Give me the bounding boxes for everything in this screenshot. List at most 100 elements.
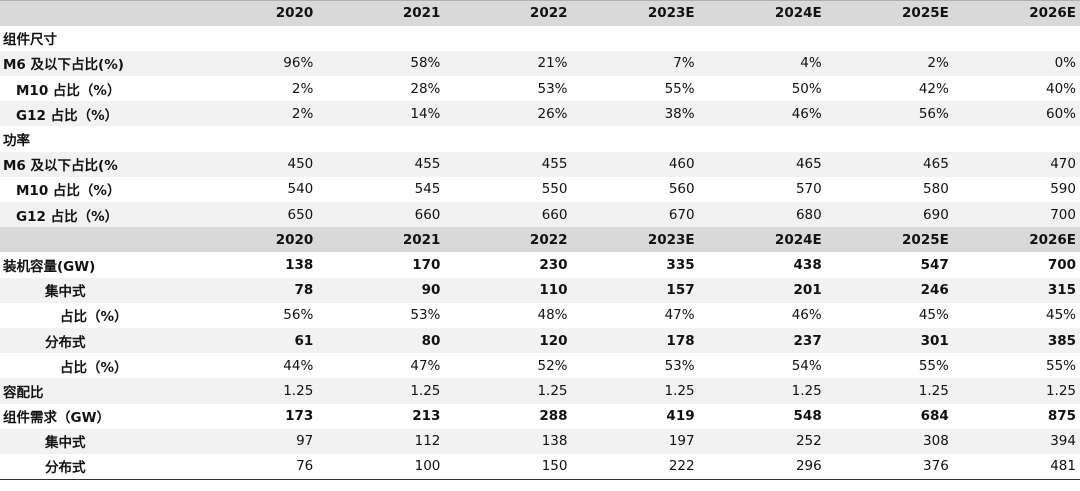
- table-cell: 173: [285, 408, 314, 425]
- table-cell: 48%: [537, 307, 568, 324]
- table-cell: 178: [571, 327, 699, 354]
- table-cell: 252: [698, 428, 826, 454]
- table-cell: 47%: [410, 357, 441, 374]
- table-cell: 246: [825, 277, 953, 303]
- table-cell: 96%: [190, 50, 318, 77]
- table-cell: 376: [825, 453, 953, 480]
- table-cell: 455: [317, 151, 445, 177]
- row-label: 组件尺寸: [3, 32, 57, 49]
- table-cell: 53%: [664, 357, 695, 374]
- table-cell: 540: [287, 181, 314, 198]
- table-row: 分布式 61 80 120 178 237 301 385: [0, 327, 1080, 354]
- table-cell: 335: [666, 256, 695, 273]
- table-cell: 120: [444, 327, 572, 354]
- table-row: M6 及以下占比(%) 96% 58% 21% 7% 4% 2% 0%: [0, 50, 1080, 77]
- table-row: 占比（%） 56% 53% 48% 47% 46% 45% 45%: [0, 303, 1080, 328]
- table-cell: 55%: [664, 80, 695, 97]
- table-cell: 21%: [444, 50, 572, 77]
- table-cell: 157: [571, 277, 699, 303]
- forecast-table: 2020 2021 2022 2023E 2024E 2025E 2026E 组…: [0, 0, 1080, 480]
- table-cell: 1.25: [571, 378, 699, 404]
- table-cell: 150: [444, 453, 572, 480]
- row-label: M10 占比（%）: [16, 183, 121, 200]
- table-cell: 28%: [410, 80, 441, 97]
- table-cell: [190, 26, 317, 51]
- table-cell: 385: [952, 327, 1080, 354]
- table-cell: 45%: [1045, 307, 1076, 324]
- table-cell: 455: [444, 151, 572, 177]
- table-cell: 308: [825, 428, 953, 454]
- row-label: G12 占比（%）: [0, 202, 191, 228]
- table-row: 集中式 78 90 110 157 201 246 315: [0, 277, 1080, 303]
- table-cell: 90: [317, 277, 445, 303]
- header-cell-blank: [0, 0, 191, 26]
- table-row: 容配比 1.25 1.25 1.25 1.25 1.25 1.25 1.25: [0, 378, 1080, 404]
- table-cell: 78: [190, 277, 318, 303]
- header-cell: 2024E: [698, 0, 826, 26]
- row-label: 集中式: [0, 428, 191, 454]
- table-cell: 80: [317, 327, 445, 354]
- table-cell: 55%: [1045, 357, 1076, 374]
- table-cell: 97: [190, 428, 318, 454]
- table-cell: [953, 126, 1080, 151]
- table-cell: 14%: [317, 101, 445, 127]
- table-cell: 53%: [537, 80, 568, 97]
- table-cell: 170: [412, 256, 441, 273]
- table-cell: 110: [444, 277, 572, 303]
- table-cell: 222: [571, 453, 699, 480]
- row-label: 装机容量(GW): [3, 258, 96, 275]
- table-cell: 1.25: [317, 378, 445, 404]
- table-cell: 660: [444, 202, 572, 228]
- table-cell: 548: [793, 408, 822, 425]
- table-cell: [190, 126, 317, 151]
- table-cell: 547: [920, 256, 949, 273]
- table-cell: 45%: [918, 307, 949, 324]
- table-row: M6 及以下占比(% 450 455 455 460 465 465 470: [0, 151, 1080, 177]
- header-cell: 2023E: [571, 227, 699, 253]
- table-cell: 660: [317, 202, 445, 228]
- table-cell: 650: [190, 202, 318, 228]
- table-cell: 684: [920, 408, 949, 425]
- table-row: 占比（%） 44% 47% 52% 53% 54% 55% 55%: [0, 353, 1080, 378]
- table-cell: 288: [539, 408, 568, 425]
- row-label: G12 占比（%）: [0, 101, 191, 127]
- table-subheader-row: 2020 2021 2022 2023E 2024E 2025E 2026E: [0, 227, 1080, 253]
- table-cell: 0%: [952, 50, 1080, 77]
- table-header-row: 2020 2021 2022 2023E 2024E 2025E 2026E: [0, 0, 1080, 26]
- row-label: 占比（%）: [60, 309, 128, 326]
- table-cell: 58%: [317, 50, 445, 77]
- table-row-section-power: 功率: [0, 126, 1080, 151]
- table-cell: 56%: [283, 307, 314, 324]
- table-row: 装机容量(GW) 138 170 230 335 438 547 700: [0, 252, 1080, 277]
- header-cell: 2026E: [952, 227, 1080, 253]
- table-cell: 1.25: [190, 378, 318, 404]
- table-row: 分布式 76 100 150 222 296 376 481: [0, 453, 1080, 480]
- table-row: M10 占比（%） 540 545 550 560 570 580 590: [0, 177, 1080, 202]
- table-row: 集中式 97 112 138 197 252 308 394: [0, 428, 1080, 454]
- table-cell: [699, 26, 826, 51]
- table-cell: 590: [1050, 181, 1076, 198]
- header-cell: 2020: [190, 0, 318, 26]
- row-label: M6 及以下占比(%: [0, 151, 191, 177]
- table-cell: 2%: [291, 80, 314, 97]
- table-cell: 44%: [283, 357, 314, 374]
- table-cell: 4%: [698, 50, 826, 77]
- table-cell: 112: [317, 428, 445, 454]
- table-cell: 100: [317, 453, 445, 480]
- table-cell: 47%: [664, 307, 695, 324]
- table-cell: 560: [668, 181, 695, 198]
- header-cell: 2025E: [825, 0, 953, 26]
- table-row: M10 占比（%） 2% 28% 53% 55% 50% 42% 40%: [0, 76, 1080, 101]
- table-cell: 46%: [791, 307, 822, 324]
- header-cell: 2023E: [571, 0, 699, 26]
- table-cell: 40%: [1045, 80, 1076, 97]
- table-cell: 230: [539, 256, 568, 273]
- table-cell: 76: [190, 453, 318, 480]
- table-cell: 60%: [952, 101, 1080, 127]
- table-cell: [826, 26, 953, 51]
- table-cell: [444, 126, 571, 151]
- table-cell: 7%: [571, 50, 699, 77]
- table-row-section-module-size: 组件尺寸: [0, 26, 1080, 51]
- table-cell: 2%: [825, 50, 953, 77]
- header-cell: 2026E: [952, 0, 1080, 26]
